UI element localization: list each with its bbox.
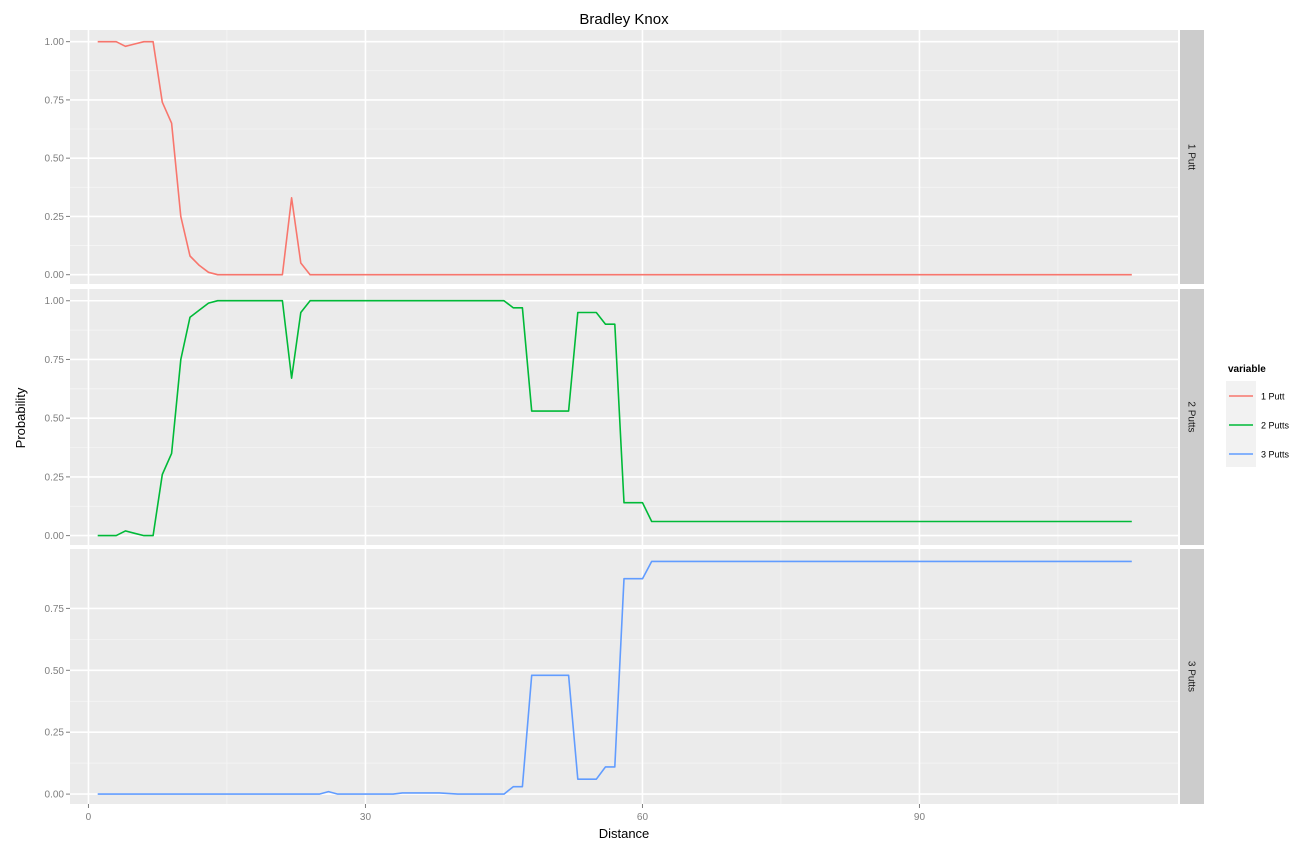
legend-label: 2 Putts [1261, 421, 1290, 431]
panel-background [70, 30, 1178, 284]
series-line-2-putts [97, 299, 1132, 537]
facet-strip [1180, 549, 1204, 804]
y-tick-label: 0.75 [45, 604, 65, 615]
y-tick-label: 0.00 [45, 270, 65, 281]
y-tick-label: 0.50 [45, 414, 65, 425]
x-axis-title: Distance [599, 826, 650, 841]
panel-3-putts: 0.00 0.25 0.50 0.75 3 Putts [45, 549, 1204, 804]
y-tick-label: 0.25 [45, 212, 65, 223]
x-tick-label: 30 [360, 812, 372, 823]
panel-1-putt: 0.00 0.25 0.50 0.75 1.00 1 Putt [45, 30, 1204, 284]
x-tick-label: 90 [914, 812, 926, 823]
y-tick-label: 0.25 [45, 728, 65, 739]
series-line-1-putt [97, 40, 1132, 276]
panel-2-putts: 0.00 0.25 0.50 0.75 1.00 2 Putts [45, 289, 1204, 545]
legend: variable 1 Putt 2 Putts 3 Putts [1226, 364, 1290, 467]
y-axis-title: Probability [13, 387, 28, 448]
x-tick-label: 60 [637, 812, 649, 823]
facet-panels: 0.000.250.500.751.001 Putt0.000.250.500.… [45, 30, 1204, 804]
y-tick-label: 0.50 [45, 666, 65, 677]
y-tick-label: 1.00 [45, 296, 65, 307]
y-tick-label: 0.50 [45, 154, 65, 165]
y-tick-label: 1.00 [45, 37, 65, 48]
facet-strip-label: 3 Putts [1186, 661, 1197, 692]
facet-strip-label: 1 Putt [1186, 144, 1197, 170]
legend-label: 3 Putts [1261, 450, 1290, 460]
y-tick-label: 0.75 [45, 355, 65, 366]
y-tick-label: 0.75 [45, 95, 65, 106]
y-tick-label: 0.25 [45, 472, 65, 483]
legend-title: variable [1228, 364, 1266, 375]
chart-title: Bradley Knox [579, 11, 669, 28]
facet-strip [1180, 30, 1204, 284]
y-tick-label: 0.00 [45, 531, 65, 542]
facet-strip-label: 2 Putts [1186, 401, 1197, 432]
x-tick-label: 0 [86, 812, 92, 823]
x-axis: 0 30 60 90 [86, 804, 926, 823]
legend-label: 1 Putt [1261, 392, 1285, 402]
y-tick-label: 0.00 [45, 790, 65, 801]
series-line-3-putts [97, 560, 1132, 795]
facet-strip [1180, 289, 1204, 545]
